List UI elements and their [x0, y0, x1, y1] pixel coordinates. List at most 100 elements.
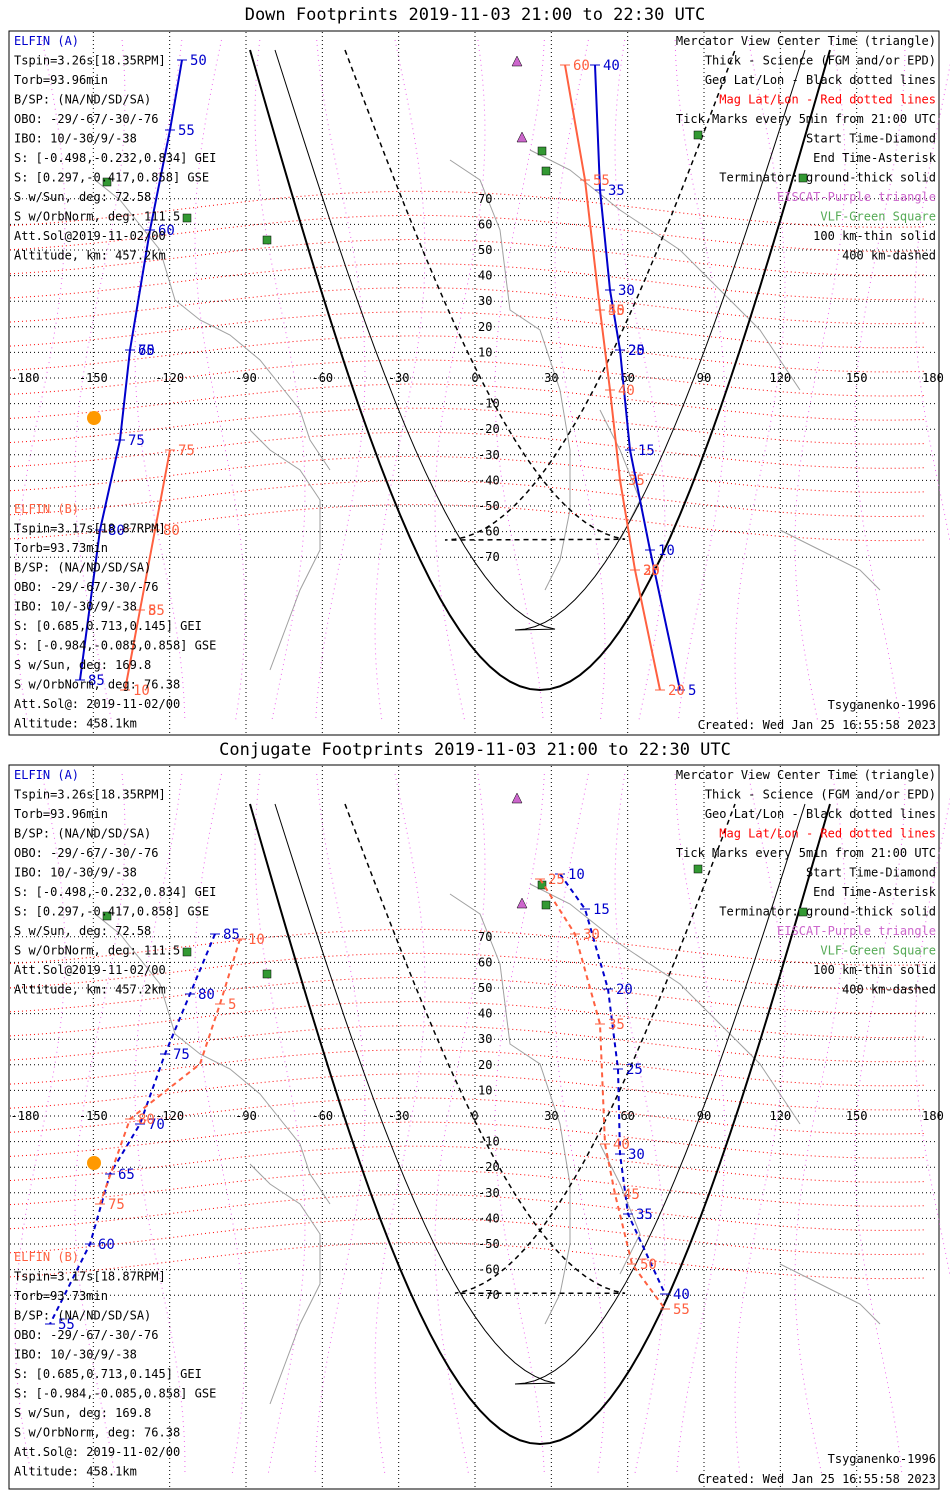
lat-tick-label: 40 — [478, 1007, 492, 1021]
elfin-a-track-label: 85 — [223, 927, 240, 943]
lat-tick-label: -10 — [478, 397, 500, 411]
elfin-b-header: ELFIN (B) — [14, 502, 79, 516]
elfin-a-info: Altitude, km: 457.2km — [14, 983, 166, 997]
lon-tick-label: -90 — [235, 371, 257, 385]
lat-tick-label: 30 — [478, 1032, 492, 1046]
elfin-b-info: IBO: 10/-30/9/-38 — [14, 600, 137, 614]
mag-meridian — [14, 39, 66, 721]
elfin-b-info: Torb=93.73min — [14, 541, 108, 555]
vlf-square — [693, 864, 703, 874]
legend-entry: Tick Marks every 5min from 21:00 UTC — [676, 112, 936, 126]
elfin-b-track-2-label: 50 — [608, 303, 625, 319]
mag-parallel — [9, 1218, 926, 1255]
elfin-b-info: S w/OrbNorm, deg: 76.38 — [14, 1426, 180, 1440]
mag-parallel — [9, 431, 926, 469]
lon-tick-label: 180 — [922, 1109, 944, 1123]
legend-entry: Tick Marks every 5min from 21:00 UTC — [676, 846, 936, 860]
elfin-a-info: OBO: -29/-67/-30/-76 — [14, 112, 159, 126]
lon-tick-label: 0 — [471, 1109, 478, 1123]
created-label: Created: Wed Jan 25 16:55:58 2023 — [698, 718, 936, 732]
elfin-b-track-label: 5 — [148, 603, 156, 619]
mag-parallel — [9, 407, 926, 445]
sun-icon — [87, 411, 101, 425]
coastline — [94, 913, 331, 1205]
eiscat-triangle — [511, 55, 523, 67]
elfin-b-track — [99, 938, 241, 1205]
mag-meridian — [734, 773, 786, 1475]
down-footprints-map: -180 -150 -120 -90 -60 -30 0 30 60 90 120 150 180706… — [8, 30, 950, 736]
eiscat-triangle — [516, 897, 528, 909]
elfin-b-track-2-label: 45 — [623, 1187, 640, 1203]
elfin-b-info: S: [-0.984,-0.085,0.858] GSE — [14, 1387, 216, 1401]
mag-parallel — [9, 1145, 926, 1183]
lat-tick-label: -60 — [478, 525, 500, 539]
lat-tick-label: 50 — [478, 243, 492, 257]
mag-parallel — [9, 1049, 926, 1087]
elfin-a-info: S w/OrbNorm, deg: 111.5 — [14, 210, 180, 224]
elfin-b-info: S w/Sun, deg: 169.8 — [14, 658, 151, 672]
mag-meridian — [194, 39, 246, 721]
lon-tick-label: 30 — [544, 1109, 558, 1123]
map-frame — [8, 764, 940, 1490]
lat-tick-label: 70 — [478, 930, 492, 944]
vlf-square — [798, 907, 808, 917]
elfin-a-track-label: 75 — [128, 433, 145, 449]
elfin-a-info: Torb=93.96min — [14, 73, 108, 87]
elfin-b-info: Att.Sol@: 2019-11-02/00 — [14, 697, 180, 711]
elfin-a-info: S: [0.297,-0.417,0.858] GSE — [14, 171, 209, 185]
elfin-a-track-label: 50 — [190, 53, 207, 69]
sun-icon — [87, 1156, 101, 1170]
elfin-b-info: S: [0.685,0.713,0.145] GEI — [14, 1367, 202, 1381]
lon-tick-label: 180 — [922, 371, 944, 385]
lat-tick-label: -70 — [478, 550, 500, 564]
elfin-a-track-label: 80 — [108, 523, 125, 539]
mag-parallel — [9, 1193, 926, 1231]
lat-tick-label: -20 — [478, 1160, 500, 1174]
terminator-ground — [249, 49, 831, 692]
elfin-a-track-label: 55 — [58, 1317, 75, 1333]
elfin-b-header: ELFIN (B) — [14, 1250, 79, 1264]
elfin-a-info: S: [-0.498,-0.232,0.834] GEI — [14, 151, 216, 165]
elfin-a-track-label: 80 — [198, 987, 215, 1003]
lon-tick-label: -150 — [79, 1109, 108, 1123]
lat-tick-label: -50 — [478, 1237, 500, 1251]
elfin-a-track-2-label: 10 — [568, 867, 585, 883]
lat-tick-label: -30 — [478, 448, 500, 462]
elfin-a-track-2-label: 20 — [616, 982, 633, 998]
lat-tick-label: -40 — [478, 473, 500, 487]
elfin-b-info: S w/Sun, deg: 169.8 — [14, 1406, 151, 1420]
legend-entry: VLF-Green Square — [820, 210, 936, 224]
lat-tick-label: -70 — [478, 1288, 500, 1302]
vlf-square — [182, 947, 192, 957]
lat-tick-label: 20 — [478, 320, 492, 334]
elfin-b-track-2-label: 25 — [643, 563, 660, 579]
legend-entry: End Time-Asterisk — [813, 885, 937, 899]
mag-parallel — [9, 1025, 926, 1063]
elfin-a-info: OBO: -29/-67/-30/-76 — [14, 846, 159, 860]
mag-meridian — [554, 773, 606, 1475]
elfin-a-track-2-label: 5 — [688, 683, 696, 699]
elfin-a-header: ELFIN (A) — [14, 768, 79, 782]
vlf-square — [102, 177, 112, 187]
elfin-a-track-label: 60 — [98, 1237, 115, 1253]
mag-meridian — [914, 62, 950, 545]
elfin-b-info: B/SP: (NA/ND/SD/SA) — [14, 561, 151, 575]
lon-tick-label: 150 — [846, 371, 868, 385]
elfin-a-track-2-label: 25 — [628, 343, 645, 359]
elfin-b-info: Torb=93.73min — [14, 1289, 108, 1303]
created-label: Created: Wed Jan 25 16:55:58 2023 — [698, 1472, 936, 1486]
elfin-b-track-label: 75 — [178, 443, 195, 459]
elfin-a-info: Att.Sol@2019-11-02/00 — [14, 963, 166, 977]
model-label: Tsyganenko-1996 — [828, 1452, 936, 1466]
mag-parallel — [9, 455, 926, 493]
elfin-b-track-label: 75 — [108, 1197, 125, 1213]
elfin-a-track-2-label: 25 — [626, 1062, 643, 1078]
elfin-a-info: S w/OrbNorm, deg: 111.5 — [14, 944, 180, 958]
elfin-b-track-2-label: 40 — [613, 1137, 630, 1153]
map-frame — [8, 30, 940, 736]
model-label: Tsyganenko-1996 — [828, 698, 936, 712]
mag-meridian — [254, 39, 306, 721]
elfin-b-info: Att.Sol@: 2019-11-02/00 — [14, 1445, 180, 1459]
lon-tick-label: 90 — [697, 1109, 711, 1123]
elfin-a-info: B/SP: (NA/ND/SD/SA) — [14, 827, 151, 841]
